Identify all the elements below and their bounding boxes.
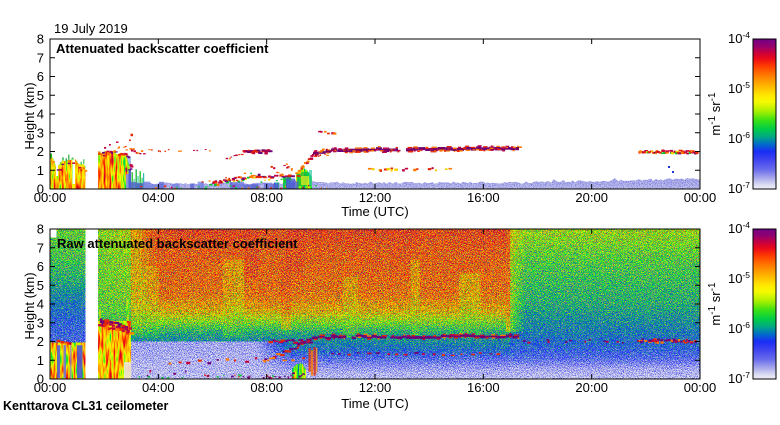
svg-text:2: 2: [37, 334, 44, 349]
svg-text:3: 3: [37, 125, 44, 140]
svg-text:6: 6: [37, 259, 44, 274]
svg-text:16:00: 16:00: [467, 190, 500, 205]
svg-text:00:00: 00:00: [684, 190, 717, 205]
svg-text:8: 8: [37, 32, 44, 47]
svg-text:04:00: 04:00: [142, 190, 175, 205]
svg-text:3: 3: [37, 315, 44, 330]
svg-text:1: 1: [37, 163, 44, 178]
svg-text:Attenuated backscatter coeffic: Attenuated backscatter coefficient: [56, 41, 269, 56]
svg-text:2: 2: [37, 144, 44, 159]
svg-text:20:00: 20:00: [575, 380, 608, 395]
svg-text:20:00: 20:00: [575, 190, 608, 205]
svg-text:Height (km): Height (km): [22, 272, 37, 339]
svg-text:04:00: 04:00: [142, 380, 175, 395]
svg-text:4: 4: [37, 107, 44, 122]
svg-text:7: 7: [37, 50, 44, 65]
svg-text:Raw attenuated backscatter coe: Raw attenuated backscatter coefficient: [57, 236, 298, 251]
svg-text:08:00: 08:00: [250, 190, 283, 205]
svg-text:12:00: 12:00: [359, 190, 392, 205]
svg-text:Kenttarova CL31 ceilometer: Kenttarova CL31 ceilometer: [3, 399, 168, 413]
svg-text:5: 5: [37, 278, 44, 293]
svg-text:Height (km): Height (km): [22, 82, 37, 149]
svg-text:00:00: 00:00: [684, 380, 717, 395]
svg-text:7: 7: [37, 240, 44, 255]
svg-text:5: 5: [37, 88, 44, 103]
svg-text:6: 6: [37, 69, 44, 84]
svg-text:16:00: 16:00: [467, 380, 500, 395]
svg-text:Time (UTC): Time (UTC): [341, 204, 408, 219]
svg-text:0: 0: [37, 372, 44, 387]
svg-text:8: 8: [37, 222, 44, 237]
svg-text:Time (UTC): Time (UTC): [341, 396, 408, 411]
svg-text:1: 1: [37, 353, 44, 368]
svg-text:12:00: 12:00: [359, 380, 392, 395]
svg-text:4: 4: [37, 297, 44, 312]
svg-text:0: 0: [37, 182, 44, 197]
svg-text:19 July 2019: 19 July 2019: [54, 21, 128, 36]
svg-text:08:00: 08:00: [250, 380, 283, 395]
